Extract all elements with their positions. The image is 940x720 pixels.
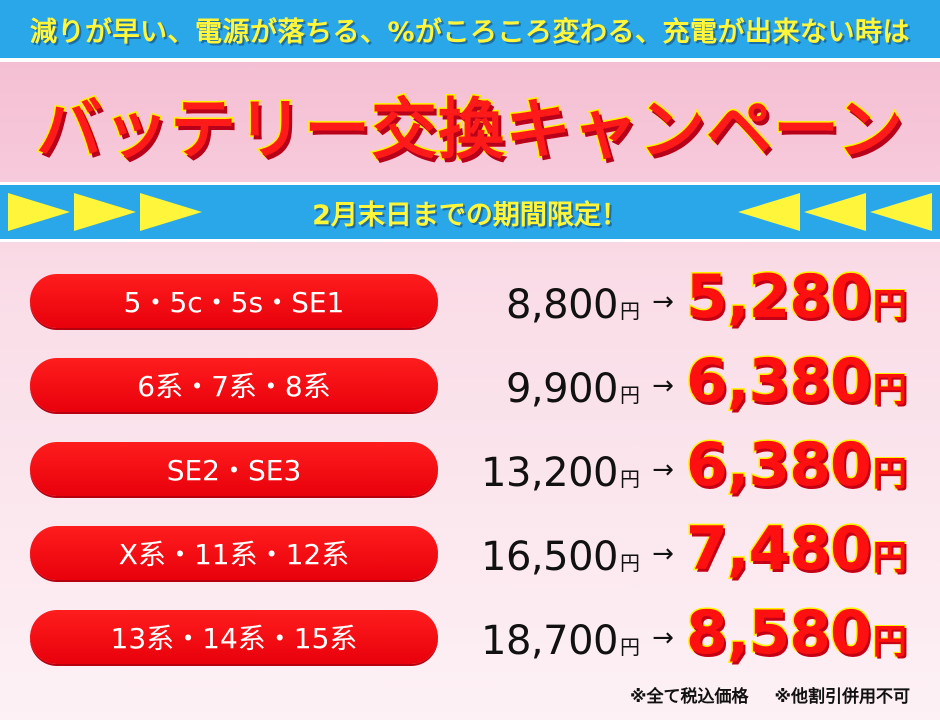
discount-note: ※他割引併用不可 <box>774 686 910 707</box>
model-label: X系・11系・12系 <box>30 526 438 580</box>
regular-price: 8,800 円 <box>440 276 640 330</box>
campaign-price: 6,380 円 <box>685 345 926 424</box>
currency-unit: 円 <box>872 621 908 663</box>
currency-unit: 円 <box>620 635 640 659</box>
arrow-right-icon <box>8 193 202 231</box>
price-row: X系・11系・12系 16,500 円 → 7,480 円 <box>0 513 940 588</box>
model-label: 6系・7系・8系 <box>30 358 438 412</box>
currency-unit: 円 <box>872 285 908 327</box>
price-row: 13系・14系・15系 18,700 円 → 8,580 円 <box>0 597 940 672</box>
footnotes: ※全て税込価格 ※他割引併用不可 <box>630 680 910 708</box>
currency-unit: 円 <box>872 369 908 411</box>
campaign-price: 8,580 円 <box>685 597 926 676</box>
price-arrow-icon: → <box>652 455 674 485</box>
top-banner: 減りが早い、電源が落ちる、%がころころ変わる、充電が出来ない時は <box>0 0 940 62</box>
period-banner: 2月末日までの期間限定！ <box>0 182 940 242</box>
period-text: 2月末日までの期間限定！ <box>312 199 628 231</box>
currency-unit: 円 <box>620 383 640 407</box>
price-arrow-icon: → <box>652 539 674 569</box>
currency-unit: 円 <box>620 551 640 575</box>
regular-price-value: 16,500 <box>481 534 618 580</box>
campaign-price-value: 5,280 <box>685 261 874 334</box>
campaign-price: 6,380 円 <box>685 429 926 508</box>
regular-price-value: 18,700 <box>481 618 618 664</box>
price-arrow-icon: → <box>652 371 674 401</box>
currency-unit: 円 <box>872 453 908 495</box>
regular-price-value: 9,900 <box>505 366 619 412</box>
arrow-left-icon <box>738 193 932 231</box>
regular-price-value: 13,200 <box>481 450 618 496</box>
regular-price: 18,700 円 <box>440 612 640 666</box>
top-banner-text: 減りが早い、電源が落ちる、%がころころ変わる、充電が出来ない時は <box>29 16 911 48</box>
campaign-price-value: 6,380 <box>685 429 874 502</box>
regular-price-value: 8,800 <box>505 282 619 328</box>
campaign-title: バッテリー交換キャンペーン <box>35 90 905 170</box>
tax-note: ※全て税込価格 <box>629 686 749 707</box>
campaign-price: 5,280 円 <box>685 261 926 340</box>
regular-price: 9,900 円 <box>440 360 640 414</box>
campaign-price-value: 6,380 <box>685 345 874 418</box>
currency-unit: 円 <box>620 299 640 323</box>
regular-price: 16,500 円 <box>440 528 640 582</box>
campaign-price: 7,480 円 <box>685 513 926 592</box>
model-label: 5・5c・5s・SE1 <box>30 274 438 328</box>
currency-unit: 円 <box>620 467 640 491</box>
regular-price: 13,200 円 <box>440 444 640 498</box>
campaign-headline: バッテリー交換キャンペーン <box>0 74 940 174</box>
model-label: 13系・14系・15系 <box>30 610 438 664</box>
model-label: SE2・SE3 <box>30 442 438 496</box>
currency-unit: 円 <box>872 537 908 579</box>
price-row: 6系・7系・8系 9,900 円 → 6,380 円 <box>0 345 940 420</box>
campaign-price-value: 7,480 <box>685 513 874 586</box>
price-arrow-icon: → <box>652 623 674 653</box>
price-row: 5・5c・5s・SE1 8,800 円 → 5,280 円 <box>0 261 940 336</box>
price-row: SE2・SE3 13,200 円 → 6,380 円 <box>0 429 940 504</box>
campaign-price-value: 8,580 <box>685 597 874 670</box>
price-arrow-icon: → <box>652 287 674 317</box>
